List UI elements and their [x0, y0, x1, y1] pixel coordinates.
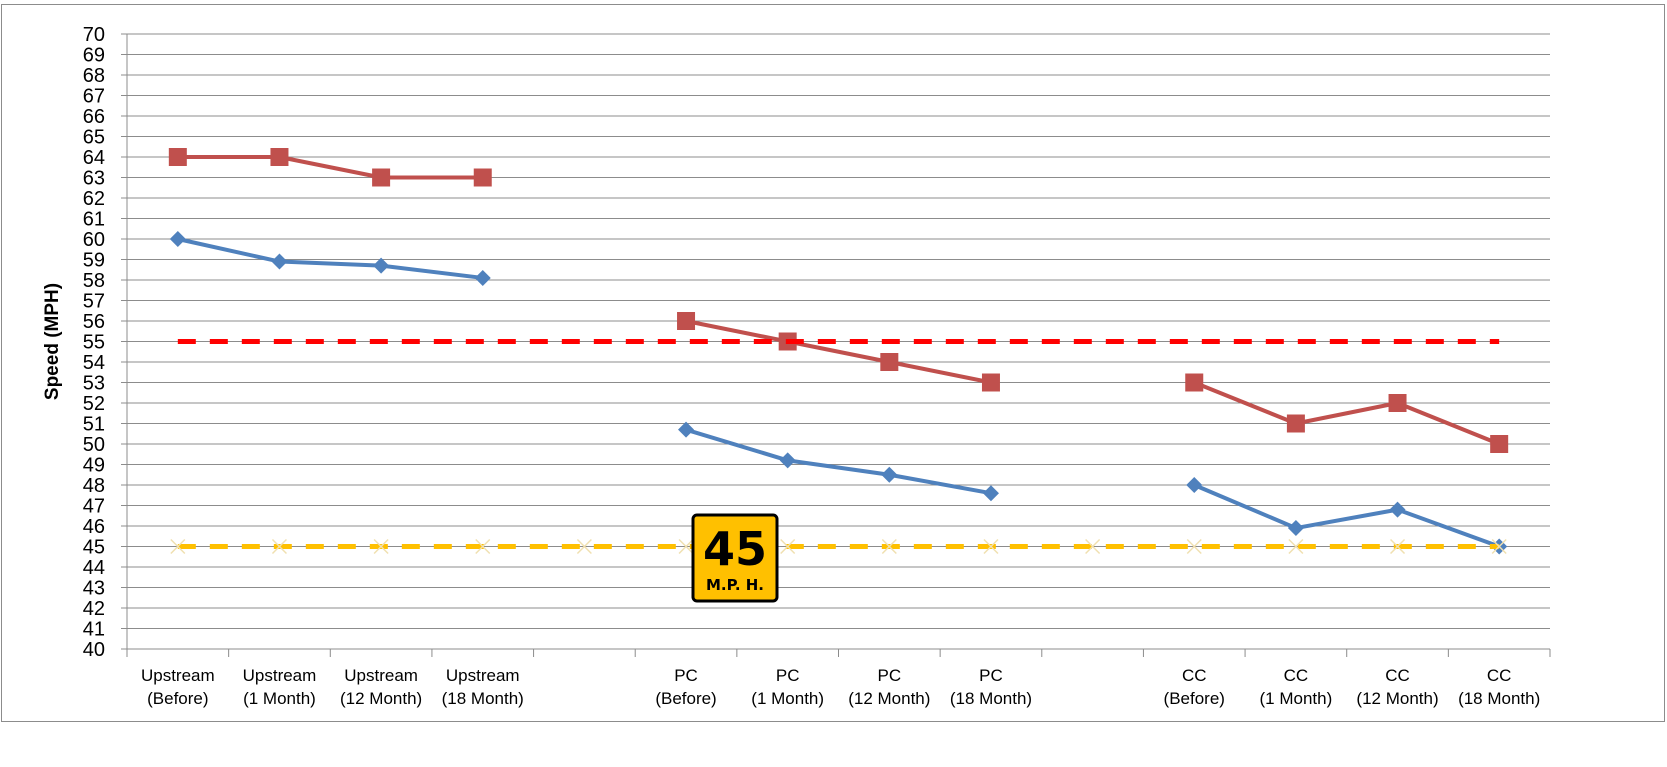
y-tick-label: 50	[83, 434, 105, 456]
y-tick-label: 65	[83, 127, 105, 149]
data-point	[473, 168, 492, 187]
data-point	[880, 353, 899, 371]
data-point	[1491, 538, 1507, 555]
y-tick-label: 59	[83, 250, 105, 272]
data-point	[1185, 373, 1204, 392]
gridlines	[127, 33, 1550, 629]
data-point	[1286, 414, 1305, 433]
y-tick-label: 66	[83, 106, 105, 128]
y-axis-label: Speed (MPH)	[42, 283, 63, 400]
y-tick-label: 57	[83, 291, 105, 313]
y-tick-label: 70	[83, 24, 105, 46]
data-point	[780, 538, 796, 555]
data-point	[678, 538, 694, 555]
y-tick-label: 47	[83, 496, 105, 518]
y-tick-label: 41	[83, 619, 105, 641]
x-tick-label: CC (1 Month)	[1260, 666, 1333, 708]
y-tick-labels: 4041424344454647484950515253545556575859…	[83, 24, 105, 661]
x-tick-label: Upstream (18 Month)	[442, 666, 524, 708]
y-tick-label: 67	[83, 86, 105, 108]
series-line	[1193, 380, 1500, 446]
y-tick-label: 51	[83, 414, 105, 436]
data-point	[1490, 435, 1509, 453]
x-tick-label: Upstream (Before)	[141, 666, 215, 708]
data-point	[881, 538, 897, 555]
data-point	[1186, 477, 1203, 493]
y-tick-label: 52	[83, 393, 105, 415]
data-point	[271, 538, 287, 555]
data-point	[270, 148, 289, 166]
data-point	[1085, 538, 1101, 555]
x-tick-label: CC (Before)	[1164, 666, 1225, 708]
y-tick-label: 63	[83, 168, 105, 190]
y-tick-label: 40	[83, 639, 105, 661]
x-tick-label: Upstream (12 Month)	[340, 666, 422, 708]
data-point	[982, 485, 999, 502]
y-tick-label: 55	[83, 332, 105, 354]
y-tick-label: 48	[83, 475, 105, 497]
series-line	[685, 427, 992, 496]
data-point	[373, 257, 390, 274]
y-tick-label: 44	[83, 557, 105, 579]
data-point	[475, 538, 491, 555]
x-tick-label: PC (12 Month)	[848, 666, 930, 708]
y-tick-label: 54	[83, 352, 105, 374]
data-point	[474, 269, 491, 286]
chart-area: 40 41 42 43 44 45 46 47 48 49 50 51 52 53 54 55 56 57 58 59…	[1, 4, 1665, 722]
data-point	[168, 148, 187, 166]
y-tick-label: 45	[83, 537, 105, 559]
sign-unit: M.P. H.	[706, 576, 764, 594]
y-tick-label: 69	[83, 45, 105, 67]
speed-limit-sign: 45 M.P. H.	[691, 513, 779, 603]
data-point	[373, 538, 389, 555]
series	[168, 148, 1509, 555]
data-point	[169, 231, 186, 247]
y-tick-label: 53	[83, 373, 105, 395]
x-tick-label: Upstream (1 Month)	[243, 666, 317, 708]
series-3	[170, 538, 1507, 555]
y-tick-label: 46	[83, 516, 105, 538]
y-tick-label: 56	[83, 311, 105, 333]
y-tick-label: 68	[83, 65, 105, 87]
data-point	[1389, 501, 1406, 518]
y-tick-label: 64	[83, 147, 105, 169]
x-tick-label: PC (18 Month)	[950, 666, 1032, 708]
data-point	[271, 253, 288, 270]
y-tick-label: 58	[83, 270, 105, 292]
x-tick-labels: Upstream (Before) Upstream (1 Month) Upstrea…	[141, 666, 1540, 708]
x-tick-label: PC (1 Month)	[751, 666, 824, 708]
y-tick-label: 62	[83, 188, 105, 210]
sign-number: 45	[703, 522, 767, 576]
data-point	[981, 373, 1000, 392]
x-tick-label: CC (12 Month)	[1356, 666, 1438, 708]
data-point	[779, 452, 796, 469]
series-line	[1193, 483, 1500, 549]
series-line	[685, 319, 992, 385]
speed-chart: 4041424344454647484950515253545556575859…	[42, 24, 1551, 708]
data-point	[1288, 538, 1304, 555]
series-0	[168, 148, 1509, 453]
sign-background	[691, 513, 779, 603]
data-point	[677, 312, 696, 330]
data-point	[1186, 538, 1202, 555]
data-point	[1287, 520, 1304, 537]
y-tick-label: 49	[83, 455, 105, 477]
data-point	[881, 466, 898, 483]
data-point	[983, 538, 999, 555]
data-point	[1390, 538, 1406, 555]
series-line	[177, 155, 483, 180]
x-tick-label: PC (Before)	[655, 666, 716, 708]
data-point	[1388, 394, 1407, 412]
x-tick-label: CC (18 Month)	[1458, 666, 1540, 708]
data-point	[678, 421, 695, 438]
data-point	[170, 538, 186, 555]
y-tick-label: 61	[83, 209, 105, 231]
series-line	[177, 237, 483, 280]
y-tick-label: 60	[83, 229, 105, 251]
y-tick-label: 43	[83, 578, 105, 600]
data-point	[372, 168, 391, 187]
data-point	[576, 538, 592, 555]
axes	[121, 33, 1551, 657]
y-tick-label: 42	[83, 598, 105, 620]
